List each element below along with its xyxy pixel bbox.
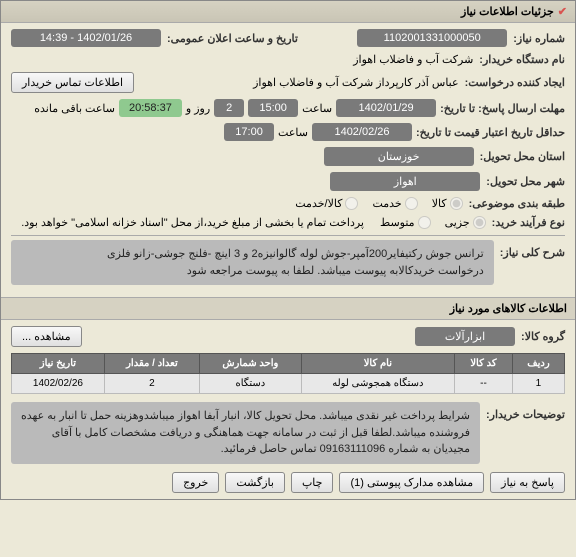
days-text: روز و [186,102,210,115]
radio-partial-label: جزیی [445,216,470,229]
row-deadline: مهلت ارسال پاسخ: تا تاریخ: 1402/01/29 سا… [11,99,565,117]
city-label: شهر محل تحویل: [486,175,565,188]
days-remaining: 2 [214,99,244,117]
print-button[interactable]: چاپ [291,472,334,493]
table-header: ردیف کد کالا نام کالا واحد شمارش تعداد /… [12,354,565,374]
radio-both-input[interactable] [345,197,358,210]
cell-date: 1402/02/26 [12,374,105,394]
separator-1 [11,235,565,236]
buyer-label: نام دستگاه خریدار: [479,53,565,66]
table-body: 1 -- دستگاه همجوشی لوله دستگاه 2 1402/02… [12,374,565,394]
buyer-notes-text: شرایط پرداخت غیر نقدی میباشد. محل تحویل … [11,402,480,464]
deadline-label: مهلت ارسال پاسخ: تا تاریخ: [440,102,565,115]
items-content: گروه کالا: ابزارآلات مشاهده ... ردیف کد … [1,320,575,499]
category-radio-group: کالا خدمت کالا/خدمت [295,197,462,210]
cell-code: -- [455,374,513,394]
items-table: ردیف کد کالا نام کالا واحد شمارش تعداد /… [11,353,565,394]
goods-group-value: ابزارآلات [415,327,515,346]
creator-label: ایجاد کننده درخواست: [465,76,565,89]
cell-name: دستگاه همجوشی لوله [301,374,454,394]
radio-goods[interactable]: کالا [432,197,463,210]
exit-button[interactable]: خروج [172,472,219,493]
col-row: ردیف [512,354,564,374]
radio-both[interactable]: کالا/خدمت [295,197,358,210]
announce-label: تاریخ و ساعت اعلان عمومی: [167,32,298,45]
row-buyer-notes: توضیحات خریدار: شرایط پرداخت غیر نقدی می… [11,402,565,464]
deadline-time: 15:00 [248,99,298,117]
process-label: نوع فرآیند خرید: [492,216,565,229]
request-number-value: 1102001331000050 [357,29,507,47]
radio-service[interactable]: خدمت [372,197,417,210]
payment-note: پرداخت تمام یا بخشی از مبلغ خرید،از محل … [21,216,364,229]
radio-medium-label: متوسط [380,216,415,229]
radio-service-label: خدمت [372,197,401,210]
attachments-button[interactable]: مشاهده مدارک پیوستی (1) [339,472,484,493]
contact-buyer-button[interactable]: اطلاعات تماس خریدار [11,72,134,93]
validity-date: 1402/02/26 [312,123,412,141]
radio-both-label: کالا/خدمت [295,197,342,210]
window-title: جزئیات اطلاعات نیاز [461,5,554,18]
table-row[interactable]: 1 -- دستگاه همجوشی لوله دستگاه 2 1402/02… [12,374,565,394]
radio-medium[interactable]: متوسط [380,216,431,229]
buyer-notes-label: توضیحات خریدار: [486,402,565,421]
row-buyer: نام دستگاه خریدار: شرکت آب و فاضلاب اهوا… [11,53,565,66]
remaining-time: 20:58:37 [119,99,182,117]
back-button[interactable]: بازگشت [225,472,285,493]
row-summary: شرح کلی نیاز: ترانس جوش رکتیفایر200آمپر-… [11,240,565,285]
view-button[interactable]: مشاهده ... [11,326,82,347]
province-value: خوزستان [324,147,474,166]
process-radio-group: جزیی متوسط [380,216,486,229]
row-validity: حداقل تاریخ اعتبار قیمت تا تاریخ: 1402/0… [11,123,565,141]
summary-label: شرح کلی نیاز: [500,240,565,259]
col-code: کد کالا [455,354,513,374]
cell-unit: دستگاه [200,374,302,394]
col-unit: واحد شمارش [200,354,302,374]
row-goods-group: گروه کالا: ابزارآلات مشاهده ... [11,326,565,347]
province-label: استان محل تحویل: [480,150,565,163]
validity-time: 17:00 [224,123,274,141]
col-date: تاریخ نیاز [12,354,105,374]
items-section-header: اطلاعات کالاهای مورد نیاز [1,297,575,320]
category-label: طبقه بندی موضوعی: [469,197,565,210]
buyer-value: شرکت آب و فاضلاب اهواز [353,53,473,66]
row-creator: ایجاد کننده درخواست: عباس آذر کارپرداز ش… [11,72,565,93]
remaining-text: ساعت باقی مانده [34,102,115,115]
radio-partial[interactable]: جزیی [445,216,486,229]
request-number-label: شماره نیاز: [513,32,565,45]
col-name: نام کالا [301,354,454,374]
announce-value: 1402/01/26 - 14:39 [11,29,161,47]
respond-button[interactable]: پاسخ به نیاز [490,472,565,493]
deadline-date: 1402/01/29 [336,99,436,117]
cell-row: 1 [512,374,564,394]
radio-goods-label: کالا [432,197,447,210]
summary-text: ترانس جوش رکتیفایر200آمپر-جوش لوله گالوا… [11,240,494,285]
window-titlebar: ✔ جزئیات اطلاعات نیاز [1,1,575,23]
details-window: ✔ جزئیات اطلاعات نیاز شماره نیاز: 110200… [0,0,576,500]
main-content: شماره نیاز: 1102001331000050 تاریخ و ساع… [1,23,575,297]
table-header-row: ردیف کد کالا نام کالا واحد شمارش تعداد /… [12,354,565,374]
row-process: نوع فرآیند خرید: جزیی متوسط پرداخت تمام … [11,216,565,229]
time-label-2: ساعت [278,126,308,139]
goods-group-label: گروه کالا: [521,330,565,343]
row-city: شهر محل تحویل: اهواز [11,172,565,191]
radio-partial-input[interactable] [473,216,486,229]
radio-service-input[interactable] [405,197,418,210]
check-icon: ✔ [558,5,567,18]
city-value: اهواز [330,172,480,191]
time-label-1: ساعت [302,102,332,115]
col-qty: تعداد / مقدار [104,354,199,374]
cell-qty: 2 [104,374,199,394]
row-province: استان محل تحویل: خوزستان [11,147,565,166]
radio-goods-input[interactable] [450,197,463,210]
button-row: پاسخ به نیاز مشاهده مدارک پیوستی (1) چاپ… [11,472,565,493]
creator-value: عباس آذر کارپرداز شرکت آب و فاضلاب اهواز [253,76,458,89]
row-category: طبقه بندی موضوعی: کالا خدمت کالا/خدمت [11,197,565,210]
radio-medium-input[interactable] [418,216,431,229]
row-request-number: شماره نیاز: 1102001331000050 تاریخ و ساع… [11,29,565,47]
validity-label: حداقل تاریخ اعتبار قیمت تا تاریخ: [416,126,565,139]
